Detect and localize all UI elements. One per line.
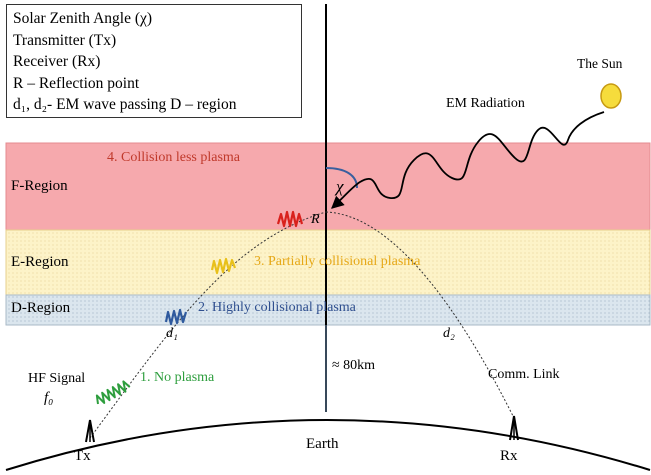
em-radiation-wave (331, 111, 605, 209)
d-plasma-label: 2. Highly collisional plasma (198, 300, 356, 315)
chi-label: χ (336, 177, 344, 196)
e-region-label: E-Region (11, 254, 69, 270)
wave-packet-green (95, 380, 131, 405)
tx-antenna-icon (85, 419, 95, 443)
d-region-label: D-Region (11, 300, 71, 316)
earth-surface (5, 419, 651, 471)
altitude-label: ≈ 80km (332, 358, 376, 373)
legend-line-zenith: Solar Zenith Angle (χ) (13, 10, 153, 27)
legend-box: Solar Zenith Angle (χ) Transmitter (Tx) … (6, 4, 302, 118)
em-radiation-label: EM Radiation (446, 96, 525, 111)
f0-label: f₀ (44, 390, 54, 406)
d-region-band (5, 294, 651, 326)
legend-line-receiver: Receiver (Rx) (13, 53, 101, 70)
e-plasma-label: 3. Partially collisional plasma (254, 254, 421, 269)
f-region-label: F-Region (11, 178, 68, 194)
wave-packet-red (276, 210, 304, 228)
reflection-label: R (311, 212, 320, 227)
rx-label: Rx (500, 448, 518, 464)
f-region-band (5, 142, 651, 231)
e-region-band (5, 229, 651, 296)
no-plasma-label: 1. No plasma (140, 370, 215, 385)
sun-icon (600, 83, 622, 109)
wave-packet-yellow (210, 257, 237, 275)
tx-label: Tx (74, 448, 91, 464)
d2-label: d₂ (443, 326, 455, 341)
legend-line-reflection: R – Reflection point (13, 74, 140, 92)
sun-label: The Sun (577, 56, 623, 71)
wave-packet-blue (164, 308, 188, 326)
hf-signal-label: HF Signal (28, 371, 86, 386)
comm-link-label: Comm. Link (488, 367, 560, 382)
legend-line-d-region: d₁, d₂- EM wave passing D – region (13, 96, 237, 113)
ray-path-down (325, 211, 516, 421)
d1-label: d₁ (166, 326, 178, 341)
earth-label: Earth (306, 436, 339, 452)
rx-antenna-icon (509, 415, 519, 441)
f-plasma-label: 4. Collision less plasma (107, 150, 240, 165)
legend-line-transmitter: Transmitter (Tx) (13, 31, 117, 49)
